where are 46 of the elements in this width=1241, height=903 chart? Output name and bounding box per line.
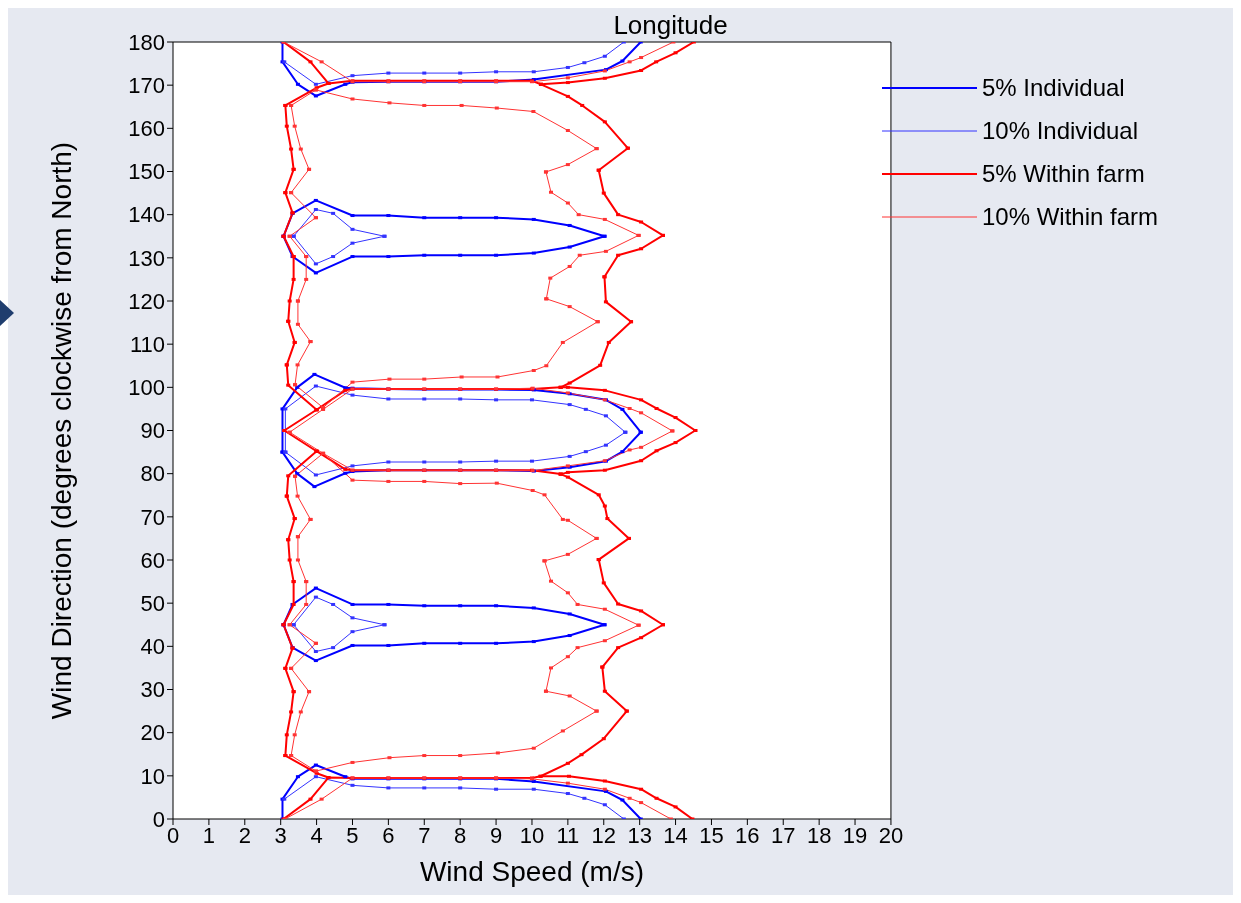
- x-tick-label: 9: [489, 822, 503, 848]
- y-tick-label: 60: [140, 547, 165, 573]
- legend-label: 5% Individual: [981, 73, 1125, 102]
- x-tick-label: 11: [556, 822, 580, 848]
- x-tick-label: 7: [418, 822, 431, 848]
- legend-label: 10% Within farm: [981, 202, 1158, 231]
- chart-title: Longitude: [612, 10, 729, 41]
- x-axis-title: Wind Speed (m/s): [419, 856, 645, 887]
- y-axis-title: Wind Direction (degrees clockwise from North): [45, 141, 77, 720]
- x-tick-label: 10: [519, 822, 545, 848]
- x-tick-label: 15: [699, 822, 724, 848]
- x-tick-label: 19: [842, 822, 868, 848]
- y-tick-label: 160: [128, 116, 165, 142]
- x-tick-label: 8: [454, 822, 467, 848]
- y-tick-label: 180: [128, 29, 165, 55]
- x-tick-label: 6: [382, 822, 395, 848]
- x-tick-label: 5: [346, 822, 359, 848]
- y-tick-label: 80: [140, 461, 165, 487]
- x-tick-label: 2: [238, 822, 251, 848]
- y-tick-label: 140: [128, 202, 165, 228]
- legend-label: 10% Individual: [981, 116, 1139, 145]
- x-tick-label: 17: [771, 822, 796, 848]
- x-tick-label: 13: [627, 822, 652, 848]
- x-tick-label: 14: [663, 822, 688, 848]
- y-tick-label: 10: [140, 763, 165, 789]
- x-tick-label: 3: [274, 822, 287, 848]
- y-tick-label: 130: [128, 245, 165, 271]
- y-tick-label: 30: [140, 677, 165, 703]
- y-tick-label: 150: [128, 159, 165, 185]
- y-tick-label: 110: [129, 331, 165, 357]
- x-tick-label: 20: [878, 822, 904, 848]
- y-tick-label: 40: [140, 634, 165, 660]
- x-tick-label: 16: [735, 822, 760, 848]
- y-tick-label: 20: [140, 720, 165, 746]
- legend-label: 5% Within farm: [981, 159, 1145, 188]
- y-tick-label: 90: [140, 418, 165, 444]
- y-tick-label: 70: [140, 504, 165, 530]
- y-tick-label: 50: [140, 590, 165, 616]
- y-tick-label: 100: [128, 375, 165, 401]
- x-tick-label: 4: [310, 822, 323, 848]
- x-tick-label: 18: [806, 822, 832, 848]
- x-tick-label: 1: [202, 822, 216, 848]
- y-tick-label: 170: [128, 72, 165, 98]
- x-tick-label: 12: [591, 822, 616, 848]
- y-tick-label: 120: [128, 288, 165, 314]
- y-tick-label: 0: [152, 806, 165, 832]
